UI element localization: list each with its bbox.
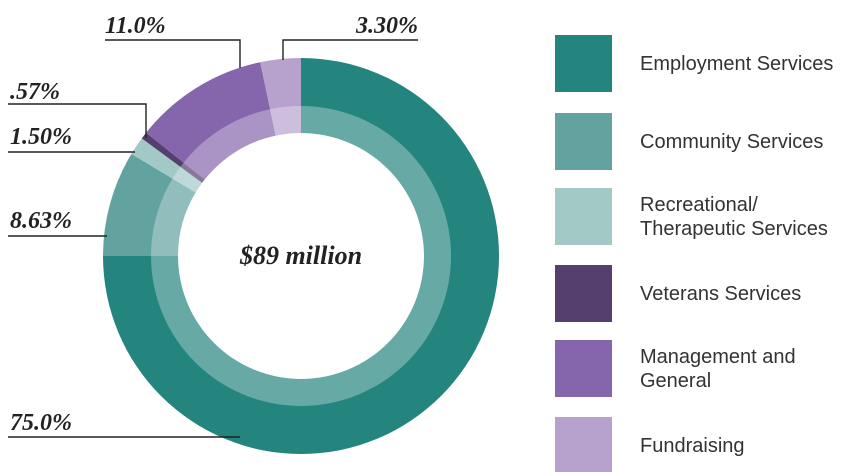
legend-label: Recreational/ Therapeutic Services — [640, 193, 828, 240]
leader-line — [105, 39, 241, 68]
value-label: 3.30% — [355, 13, 418, 39]
center-label: $89 million — [239, 241, 362, 270]
slice — [141, 132, 205, 183]
legend-label: Employment Services — [640, 52, 834, 75]
slice — [103, 58, 499, 454]
value-label: .57% — [10, 79, 60, 105]
legend-swatch — [555, 188, 612, 245]
legend-swatch — [555, 113, 612, 170]
legend-label: Management and General — [640, 345, 796, 392]
value-label: 75.0% — [10, 410, 72, 436]
leader-line — [282, 39, 418, 60]
slice — [103, 153, 196, 256]
legend-label: Community Services — [640, 130, 824, 153]
legend-swatch — [555, 35, 612, 92]
legend-swatch — [555, 340, 612, 397]
leader-line — [8, 103, 147, 138]
legend-swatch — [555, 265, 612, 322]
legend-label: Veterans Services — [640, 282, 802, 305]
value-label: 8.63% — [10, 208, 72, 234]
value-label: 11.0% — [105, 13, 166, 39]
slice — [131, 138, 203, 193]
legend-label: Fundraising — [640, 434, 745, 457]
slice — [260, 58, 301, 136]
value-label: 1.50% — [10, 124, 72, 150]
legend-swatch — [555, 417, 612, 472]
slice — [146, 62, 276, 180]
